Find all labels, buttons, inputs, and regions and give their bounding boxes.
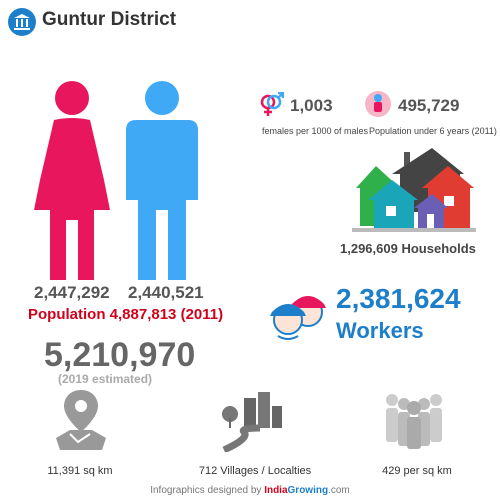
- male-figure-icon: [126, 81, 198, 280]
- households: 1,296,609 Households: [340, 241, 476, 256]
- houses-icon: [352, 148, 476, 232]
- households-value: 1,296,609: [340, 241, 398, 256]
- under6-label: Population under 6 years (2011): [369, 126, 497, 136]
- male-count: 2,440,521: [128, 283, 204, 302]
- area-label: 11,391 sq km: [47, 465, 113, 477]
- villages-label: 712 Villages / Localties: [198, 465, 312, 477]
- government-building-icon: [8, 8, 36, 36]
- city-road-icon: [222, 392, 282, 452]
- population-estimate-note: (2019 estimated): [58, 372, 153, 386]
- population-value: 4,887,813: [109, 306, 177, 323]
- under6-value: 495,729: [398, 96, 460, 115]
- gender-symbol-icon: [260, 92, 284, 116]
- workers-helmet-icon: [270, 296, 326, 340]
- population-estimate: 5,210,970: [44, 336, 196, 374]
- households-label: Households: [401, 241, 476, 256]
- sex-ratio-label: females per 1000 of males: [262, 126, 369, 136]
- workers-label: Workers: [336, 318, 424, 343]
- sex-ratio-value: 1,003: [290, 96, 333, 115]
- page-title: Guntur District: [42, 9, 177, 30]
- female-count: 2,447,292: [34, 283, 110, 302]
- footer-brand-b[interactable]: Growing: [287, 485, 329, 496]
- footer-brand-c[interactable]: .com: [328, 485, 350, 496]
- people-group-icon: [386, 394, 442, 449]
- child-icon: [365, 91, 391, 117]
- population-total: Population 4,887,813 (2011): [28, 306, 223, 323]
- footer-brand-a[interactable]: India: [264, 485, 288, 496]
- workers-value: 2,381,624: [336, 283, 461, 314]
- footer-credit: Infographics designed by IndiaGrowing.co…: [0, 485, 500, 496]
- female-figure-icon: [34, 81, 110, 280]
- population-prefix: Population: [28, 306, 106, 323]
- footer-prefix: Infographics designed by: [150, 485, 262, 496]
- density-label: 429 per sq km: [382, 465, 452, 477]
- population-year: (2011): [180, 306, 224, 323]
- map-pin-icon: [56, 390, 106, 450]
